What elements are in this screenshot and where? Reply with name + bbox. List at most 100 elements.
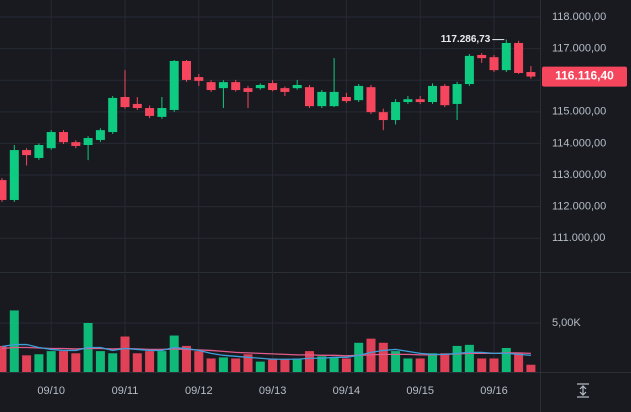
volume-tick-label: 5,00K	[552, 317, 581, 329]
candle-body	[354, 85, 364, 101]
x-tick-label: 09/11	[112, 385, 139, 397]
volume-bar	[194, 351, 204, 372]
candle-body	[169, 60, 179, 110]
volume-bar	[526, 364, 536, 372]
candle-body	[120, 96, 130, 108]
x-tick-label: 09/13	[259, 385, 287, 397]
volume-bar	[391, 351, 401, 372]
candle-body	[477, 54, 487, 59]
volume-bar	[206, 358, 216, 372]
candle-body	[489, 57, 499, 71]
volume-bar	[514, 353, 524, 372]
volume-bar	[169, 335, 179, 372]
candle-body	[428, 85, 437, 103]
volume-bar	[268, 358, 278, 372]
candle-body	[440, 85, 450, 106]
volume-bar	[403, 358, 413, 372]
candle-body	[378, 112, 388, 121]
last-price-tag	[542, 66, 627, 87]
volume-bar	[0, 345, 7, 372]
candle-body	[243, 88, 253, 92]
candle-body	[0, 180, 7, 200]
volume-bar	[9, 310, 19, 372]
candle-body	[157, 108, 167, 117]
x-tick-label: 09/10	[37, 385, 65, 397]
grid	[0, 0, 540, 372]
volume-bar	[34, 354, 44, 372]
high-label: 117.286,73	[441, 34, 491, 45]
candle-body	[206, 82, 216, 91]
y-tick-label: 117.000,00	[552, 43, 606, 55]
volume-ma-line	[1, 343, 531, 360]
volume-bar	[440, 353, 450, 372]
candle-body	[108, 97, 118, 133]
candle-body	[280, 88, 290, 92]
volume-bar	[452, 345, 462, 372]
candle-body	[59, 132, 68, 143]
candle-body	[292, 84, 302, 89]
candle-body	[341, 96, 351, 102]
volume-bar	[305, 351, 314, 372]
candle-body	[501, 42, 511, 71]
candle-body	[403, 99, 413, 103]
last-price-label: 116.116,40	[555, 69, 614, 83]
volume-bar	[415, 358, 425, 372]
volume-bar	[108, 353, 118, 372]
volume-bar	[132, 353, 142, 372]
volume-bar	[354, 342, 364, 372]
y-tick-label: 111.000,00	[552, 232, 605, 244]
candle-body	[132, 103, 142, 109]
candle-body	[231, 82, 241, 91]
candle-body	[46, 132, 56, 149]
scale-toggle-icon[interactable]	[577, 383, 589, 398]
y-tick-label: 113.000,00	[552, 169, 606, 181]
volume-bar	[280, 359, 290, 372]
volume-bar	[243, 354, 253, 372]
volume-bar	[157, 351, 167, 372]
volume-bar	[71, 353, 81, 372]
candle-body	[317, 91, 327, 107]
volume-bar	[501, 347, 511, 372]
candle-body	[9, 150, 19, 200]
candle-body	[514, 42, 524, 73]
x-tick-label: 09/15	[406, 385, 434, 397]
volume-bar	[231, 358, 241, 372]
x-tick-label: 09/16	[480, 385, 508, 397]
volume-bar	[145, 351, 155, 372]
y-tick-label: 114.000,00	[552, 137, 606, 149]
volume-bar	[59, 351, 68, 372]
volume-bar	[46, 351, 56, 372]
candle-body	[366, 87, 376, 113]
y-tick-label: 118.000,00	[552, 11, 606, 23]
volume-bar	[182, 345, 191, 372]
x-tick-label: 09/14	[333, 385, 361, 397]
candle-body	[268, 83, 278, 91]
volume-bar	[292, 358, 302, 372]
volume-bar	[378, 342, 388, 372]
candle-body	[95, 130, 105, 140]
candle-body	[452, 84, 462, 104]
volume-bar	[477, 358, 487, 372]
volume-bar	[120, 336, 130, 372]
volume-bar	[22, 355, 32, 372]
candle-body	[526, 72, 536, 77]
candle-body	[182, 60, 191, 80]
candle-body	[329, 91, 339, 107]
candle-body	[391, 102, 401, 121]
volume-bar	[317, 356, 327, 372]
candle-body	[71, 142, 81, 146]
volume-bar	[329, 357, 339, 372]
candle-body	[305, 87, 314, 107]
candle-body	[255, 84, 265, 89]
volume-bar	[464, 344, 474, 372]
candle-body	[218, 82, 228, 89]
candle-body	[145, 108, 155, 116]
candle-body	[22, 150, 32, 156]
volume-bar	[95, 351, 105, 372]
candle-body	[464, 55, 474, 85]
x-tick-label: 09/12	[185, 385, 213, 397]
volume-bar	[341, 358, 351, 372]
